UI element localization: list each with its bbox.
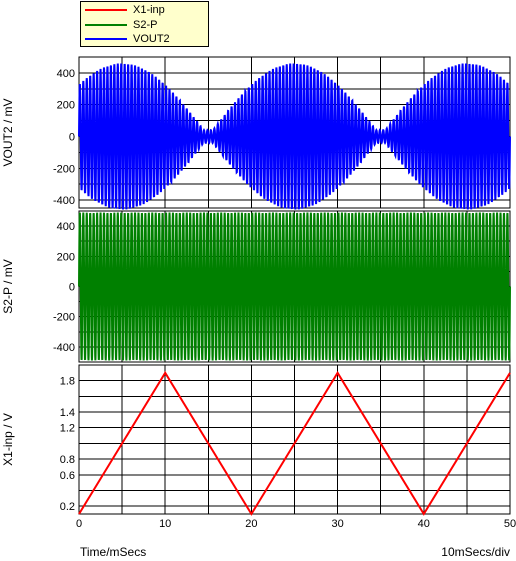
y-tick-label: 200: [57, 251, 75, 263]
y-tick-label: -400: [53, 195, 75, 207]
series-line-x1-inp: [78, 370, 511, 516]
y-tick-label: 400: [57, 221, 75, 233]
y-tick-label: 0: [69, 282, 75, 294]
series-line-s2-p: [78, 212, 511, 361]
x-tick-label: 50: [504, 518, 516, 530]
y-axis-label: X1-inp / V: [1, 413, 15, 466]
x-tick-label: 40: [418, 518, 430, 530]
legend-swatch: [85, 38, 127, 40]
y-axis-label: S2-P / mV: [1, 259, 15, 313]
y-axis-label: VOUT2 / mV: [1, 98, 15, 166]
legend-swatch: [85, 9, 127, 11]
legend-label: VOUT2: [133, 33, 170, 45]
x-tick-label: 0: [76, 518, 82, 530]
x-axis-label: Time/mSecs: [80, 545, 147, 559]
x-tick-label: 30: [331, 518, 343, 530]
y-tick-label: -400: [53, 342, 75, 354]
y-tick-label: 400: [57, 68, 75, 80]
x-tick-label: 20: [245, 518, 257, 530]
legend-label: X1-inp: [133, 4, 165, 16]
series-line-vout2: [78, 63, 511, 210]
legend-item-s2-p: S2-P: [81, 18, 208, 32]
legend-label: S2-P: [133, 18, 158, 31]
y-tick-label: 0.6: [60, 470, 75, 482]
legend: X1-inp S2-P VOUT2: [80, 1, 209, 47]
legend-swatch: [85, 23, 127, 26]
x-scale-label: 10mSecs/div: [441, 545, 510, 559]
y-tick-label: 1.8: [60, 376, 75, 388]
y-tick-label: -200: [53, 312, 75, 324]
y-tick-label: 0.8: [60, 454, 75, 466]
y-tick-label: 1.4: [60, 407, 75, 419]
y-tick-label: -200: [53, 163, 75, 175]
y-tick-label: 200: [57, 100, 75, 112]
legend-item-x1-inp: X1-inp: [81, 3, 208, 17]
y-tick-label: 0: [69, 131, 75, 143]
x-tick-label: 10: [159, 518, 171, 530]
y-tick-label: 1.2: [60, 423, 75, 435]
y-tick-label: 0.2: [60, 501, 75, 513]
legend-item-vout2: VOUT2: [81, 32, 208, 46]
